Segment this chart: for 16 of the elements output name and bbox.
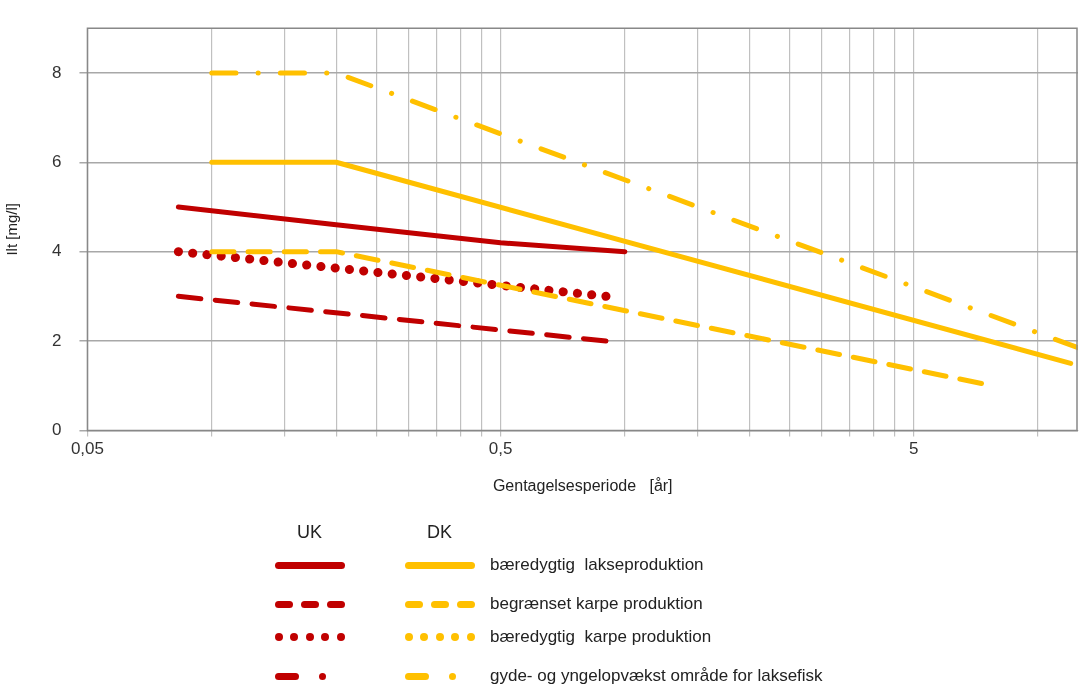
y-tick-label: 8 — [51, 62, 62, 82]
y-axis-title: Ilt [mg/l] — [3, 203, 21, 256]
y-tick-label: 2 — [51, 330, 62, 350]
legend-label: bæredygtig lakseproduktion — [490, 555, 704, 575]
y-tick-label: 0 — [51, 420, 62, 440]
legend-label: begrænset karpe produktion — [490, 594, 703, 614]
x-tick-label: 5 — [908, 439, 919, 459]
legend-label: bæredygtig karpe produktion — [490, 627, 712, 647]
x-tick-label: 0,5 — [488, 439, 513, 459]
y-tick-label: 4 — [51, 241, 62, 261]
y-tick-label: 6 — [51, 151, 62, 171]
x-tick-label: 0,05 — [70, 439, 104, 459]
text: UK — [297, 522, 323, 542]
legend-label: gyde- og yngelopvækst område for laksefisk — [490, 666, 823, 686]
x-axis-title: Gentagelsesperiode [år] — [492, 476, 673, 494]
text: DK — [427, 522, 453, 542]
